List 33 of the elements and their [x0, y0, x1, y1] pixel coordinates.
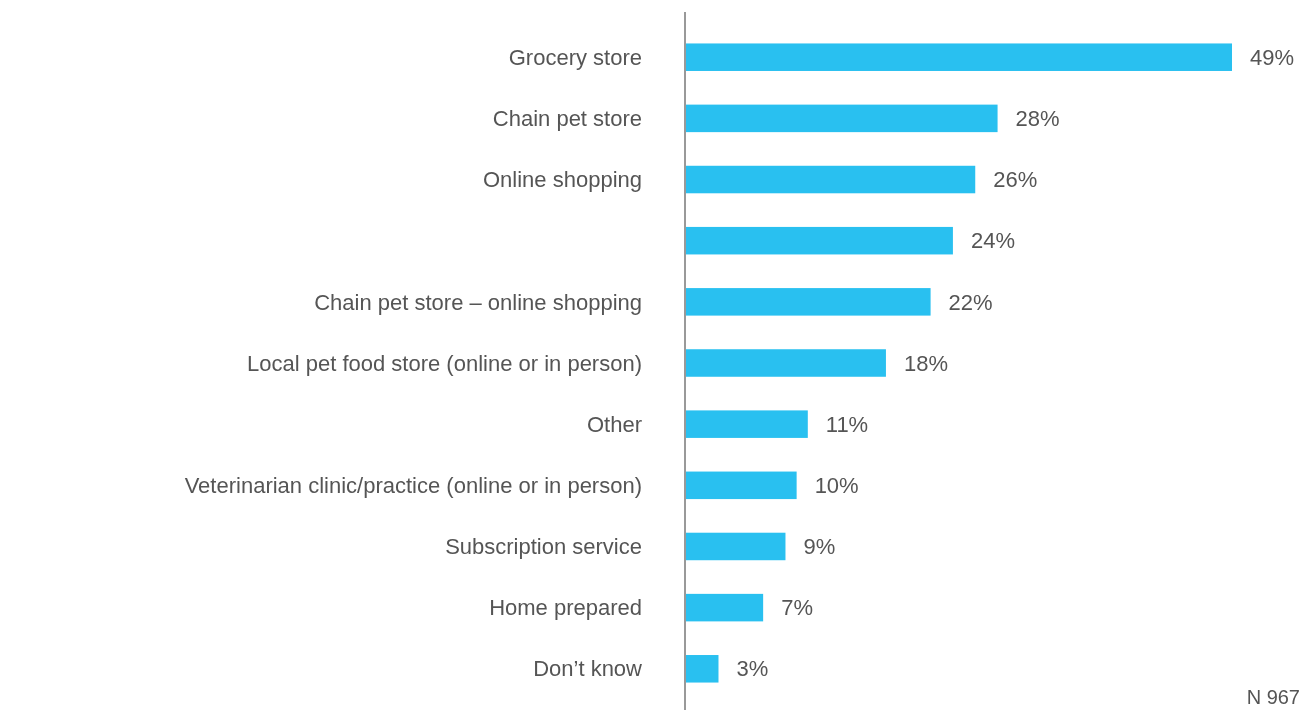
- bar: [685, 226, 953, 255]
- bar: [685, 165, 976, 194]
- y-tick-label: Subscription service: [445, 534, 642, 560]
- bar: [685, 655, 719, 683]
- bar: [685, 288, 931, 316]
- data-label: 49%: [1250, 44, 1295, 70]
- data-label: 9%: [803, 534, 836, 560]
- bar: [685, 43, 1232, 71]
- bar: [685, 471, 797, 500]
- y-tick-label: Don’t know: [533, 656, 643, 682]
- data-label: 7%: [781, 595, 813, 621]
- data-label: 3%: [736, 656, 769, 682]
- y-tick-label: Grocery store: [508, 44, 642, 70]
- bar: [685, 349, 886, 377]
- data-label: 28%: [1015, 106, 1060, 132]
- bar: [685, 410, 808, 438]
- data-label: 24%: [970, 228, 1015, 254]
- y-tick-label: Chain pet store: [492, 106, 642, 132]
- text: N 967: [1246, 686, 1300, 708]
- data-label: 10%: [814, 473, 859, 499]
- data-label: 26%: [993, 167, 1038, 193]
- data-label: 11%: [825, 411, 869, 437]
- data-label: 18%: [903, 350, 948, 376]
- y-tick-label: Online shopping: [482, 167, 642, 193]
- bar: [685, 593, 764, 622]
- bar: [685, 104, 998, 133]
- y-tick-label: Local pet food store (online or in person): [246, 350, 642, 376]
- data-label: 22%: [948, 289, 993, 315]
- y-tick-label: Home prepared: [489, 595, 642, 621]
- y-tick-label: Veterinarian clinic/practice (online or in person): [184, 473, 642, 499]
- y-tick-label: Chain pet store – online shopping: [314, 289, 642, 315]
- y-tick-label: Other: [586, 411, 642, 437]
- bar: [685, 532, 786, 561]
